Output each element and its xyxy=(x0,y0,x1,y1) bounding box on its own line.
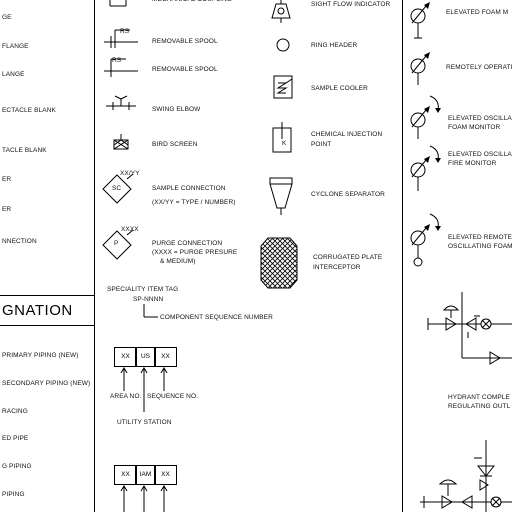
purge-note-2: & MEDIUM) xyxy=(160,258,196,265)
chemical-injection-label-1: CHEMICAL INJECTION xyxy=(311,131,383,138)
left-item-er-2: ER xyxy=(2,206,12,213)
tag1-cell-area: XX xyxy=(114,347,137,367)
designation-heading: GNATION xyxy=(2,302,73,319)
corrugated-plate-label-1: CORRUGATED PLATE xyxy=(313,254,383,261)
area-no-label: AREA NO. xyxy=(110,393,142,400)
cyclone-separator-symbol xyxy=(268,176,296,216)
left-item-flange: FLANGE xyxy=(2,43,29,50)
left-item-spectacle-blank-2: TACLE BLANK xyxy=(2,147,47,154)
sp-leader-line xyxy=(140,304,164,320)
remotely-operated-label: REMOTELY OPERATI xyxy=(446,64,512,71)
tag2-cell-type: IAM xyxy=(135,465,156,485)
left-piping-g: G PIPING xyxy=(2,463,32,470)
corrugated-plate-label-2: INTERCEPTOR xyxy=(313,264,361,271)
divider-left xyxy=(94,0,95,512)
left-piping-last: PIPING xyxy=(2,491,25,498)
remotely-operated-monitor-symbol xyxy=(404,52,430,86)
chemical-injection-label-2: POINT xyxy=(311,141,332,148)
hydrant-label-1: HYDRANT COMPLE xyxy=(448,394,510,401)
tag2-cell-seq: XX xyxy=(154,465,177,485)
swing-elbow-symbol xyxy=(106,96,136,114)
rs-tag-2: RS xyxy=(112,57,122,64)
purge-connection-symbol xyxy=(100,228,134,262)
k-code: K xyxy=(282,140,287,147)
bottom-right-hydrant-symbol xyxy=(420,440,512,512)
elevated-remote-oscillating-foam-symbol xyxy=(404,212,441,268)
left-piping-tracing: RACING xyxy=(2,408,28,415)
left-piping-primary: PRIMARY PIPING (NEW) xyxy=(2,352,79,359)
rs-tag-1: RS xyxy=(120,28,130,35)
elevated-oscillating-fire-monitor-symbol xyxy=(404,142,441,192)
sp-code: SP-NNNN xyxy=(133,296,164,303)
swing-elbow-label: SWING ELBOW xyxy=(152,106,201,113)
bird-screen-symbol xyxy=(108,134,134,152)
elevated-oscillating-foam-label-1: ELEVATED OSCILLA xyxy=(448,115,512,122)
elevated-remote-label-1: ELEVATED REMOTE xyxy=(448,234,512,241)
divider-designation-top xyxy=(0,295,94,296)
divider-right xyxy=(402,0,403,512)
left-item-lange: LANGE xyxy=(2,71,25,78)
tag2-arrows xyxy=(114,484,176,512)
divider-designation-bottom xyxy=(0,325,94,326)
sample-connection-label: SAMPLE CONNECTION xyxy=(152,185,226,192)
elevated-oscillating-foam-label-2: FOAM MONITOR xyxy=(448,124,501,131)
elevated-foam-label: ELEVATED FOAM M xyxy=(446,9,509,16)
left-item-er-1: ER xyxy=(2,176,12,183)
corrugated-plate-symbol xyxy=(260,236,298,290)
tag1-arrows xyxy=(114,366,176,416)
utility-station-label: UTILITY STATION xyxy=(117,419,172,426)
sample-cooler-symbol xyxy=(272,74,296,102)
removable-spool-symbol-1 xyxy=(104,28,138,48)
elevated-oscillating-fire-label-2: FIRE MONITOR xyxy=(448,160,497,167)
removable-spool-label-2: REMOVABLE SPOOL xyxy=(152,66,218,73)
sc-tag: XX/YY xyxy=(120,170,140,177)
left-item-spectacle-blank: ECTACLE BLANK xyxy=(2,107,56,114)
sequence-no-label: SEQUENCE NO. xyxy=(147,393,199,400)
sc-code: SC xyxy=(112,185,122,192)
elevated-oscillating-foam-monitor-symbol xyxy=(404,92,441,140)
tag1-cell-type: US xyxy=(135,347,156,367)
p-code: P xyxy=(114,240,119,247)
elevated-oscillating-fire-label-1: ELEVATED OSCILLA xyxy=(448,151,512,158)
bird-screen-label: BIRD SCREEN xyxy=(152,141,198,148)
hydrant-complete-symbol xyxy=(424,292,512,370)
removable-spool-label-1: REMOVABLE SPOOL xyxy=(152,38,218,45)
sample-connection-note: (XX/YY = TYPE / NUMBER) xyxy=(152,199,236,206)
elevated-remote-label-2: OSCILLATING FOAM xyxy=(448,243,512,250)
chemical-injection-symbol xyxy=(270,122,296,156)
mechanical-coupling-symbol xyxy=(106,0,134,10)
left-piping-jacketed: ED PIPE xyxy=(2,435,29,442)
speciality-item-tag-label: SPECIALITY ITEM TAG xyxy=(107,286,179,293)
removable-spool-symbol-2 xyxy=(104,57,138,77)
p-tag: XXXX xyxy=(121,226,139,233)
tag1-cell-seq: XX xyxy=(154,347,177,367)
sight-flow-indicator-symbol xyxy=(268,0,294,24)
cyclone-separator-label: CYCLONE SEPARATOR xyxy=(311,191,385,198)
component-sequence-label: COMPONENT SEQUENCE NUMBER xyxy=(160,314,273,321)
sample-cooler-label: SAMPLE COOLER xyxy=(311,85,368,92)
sample-connection-symbol xyxy=(100,172,134,206)
elevated-foam-monitor-symbol xyxy=(404,2,430,40)
purge-connection-label: PURGE CONNECTION xyxy=(152,240,223,247)
tag2-cell-area: XX xyxy=(114,465,137,485)
mechanical-coupling-label: MECHANICAL COUPLING xyxy=(152,0,232,4)
left-item-connection: NNECTION xyxy=(2,238,37,245)
hydrant-label-2: REGULATING OUTL xyxy=(448,403,511,410)
ring-header-symbol xyxy=(275,37,291,53)
purge-note-1: (XXXX = PURGE PRESURE xyxy=(152,249,238,256)
ring-header-label: RING HEADER xyxy=(311,42,358,49)
left-item-ge: GE xyxy=(2,14,12,21)
sight-flow-indicator-label: SIGHT FLOW INDICATOR xyxy=(311,1,391,8)
left-piping-secondary: SECONDARY PIPING (NEW) xyxy=(2,380,91,387)
